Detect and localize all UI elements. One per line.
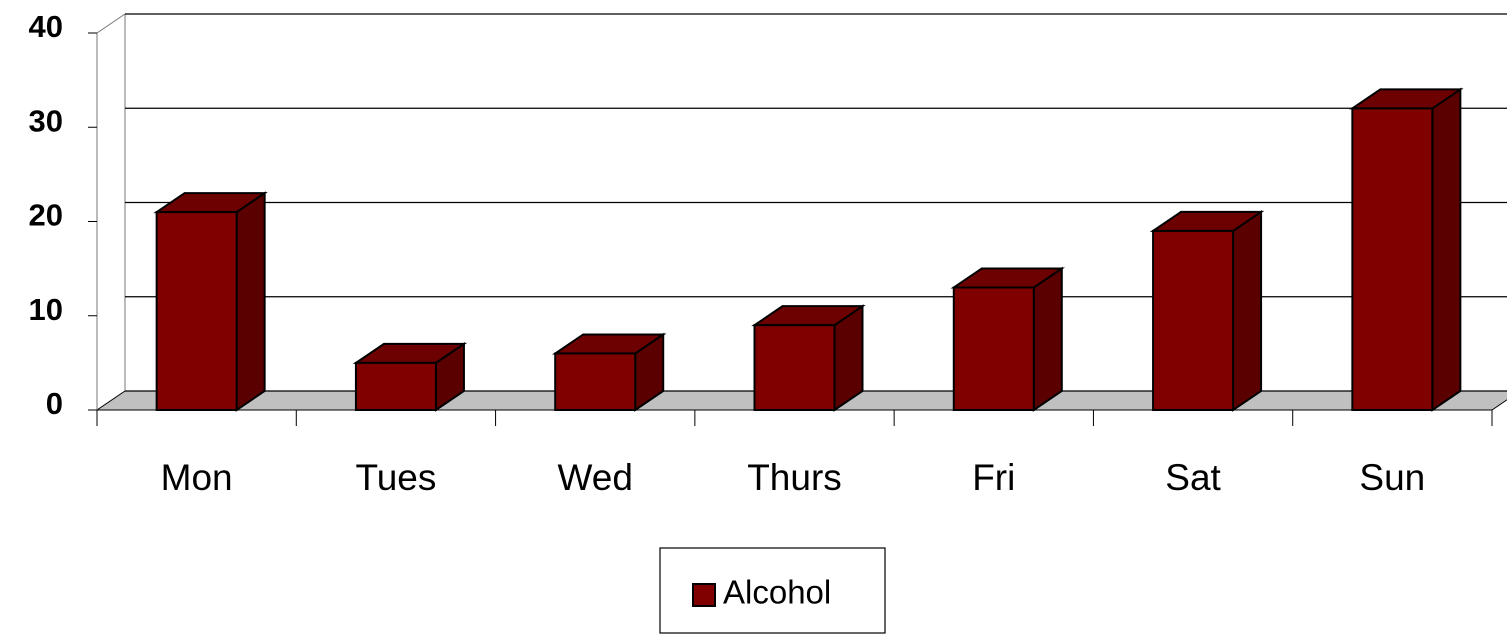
bar-front (155, 211, 238, 411)
bar-side (1232, 210, 1263, 412)
bar-front (354, 361, 437, 411)
x-tick-label: Sun (1359, 457, 1425, 498)
legend-marker (692, 583, 716, 607)
bar (751, 304, 866, 412)
x-tick-label: Sat (1165, 457, 1221, 498)
y-tick-label: 10 (29, 292, 63, 327)
y-tick-label: 40 (29, 9, 63, 44)
x-tick-label: Tues (355, 457, 436, 498)
y-tick-label: 20 (29, 198, 63, 233)
bar (1149, 210, 1265, 412)
bar-front (1152, 229, 1235, 411)
bar-side (235, 191, 266, 412)
bar (551, 332, 667, 412)
bar-front (1351, 107, 1434, 412)
bar (950, 266, 1066, 412)
legend-label: Alcohol (723, 574, 831, 611)
y-tick-label: 0 (46, 386, 63, 421)
bar-front (952, 286, 1035, 412)
bar (153, 191, 268, 412)
bar-front (753, 324, 836, 411)
legend: Alcohol (659, 547, 886, 634)
x-tick-label: Thurs (747, 457, 842, 498)
x-tick-label: Fri (972, 457, 1015, 498)
bar (1349, 87, 1464, 412)
y-tick-label: 30 (29, 103, 63, 138)
bar-front (554, 352, 637, 412)
wall-edge (96, 13, 126, 34)
bar-side (1032, 266, 1063, 412)
bar-side (1431, 87, 1462, 412)
x-tick-label: Mon (161, 457, 233, 498)
bar (352, 341, 468, 412)
x-tick-label: Wed (558, 457, 633, 498)
